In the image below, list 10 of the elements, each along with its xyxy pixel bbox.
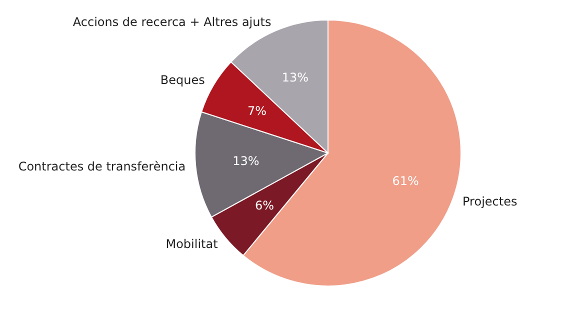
data-label: 6% xyxy=(254,198,274,213)
slice-label: Contractes de transferència xyxy=(18,159,186,174)
slice-label: Projectes xyxy=(462,194,518,208)
slice-label: Mobilitat xyxy=(166,237,218,252)
data-label: 61% xyxy=(392,174,419,188)
data-label: 13% xyxy=(232,154,260,168)
data-label: 7% xyxy=(248,104,267,118)
slice-label: Beques xyxy=(160,73,205,88)
data-label: 13% xyxy=(282,70,309,84)
slice-label: Accions de recerca + Altres ajuts xyxy=(72,14,272,29)
